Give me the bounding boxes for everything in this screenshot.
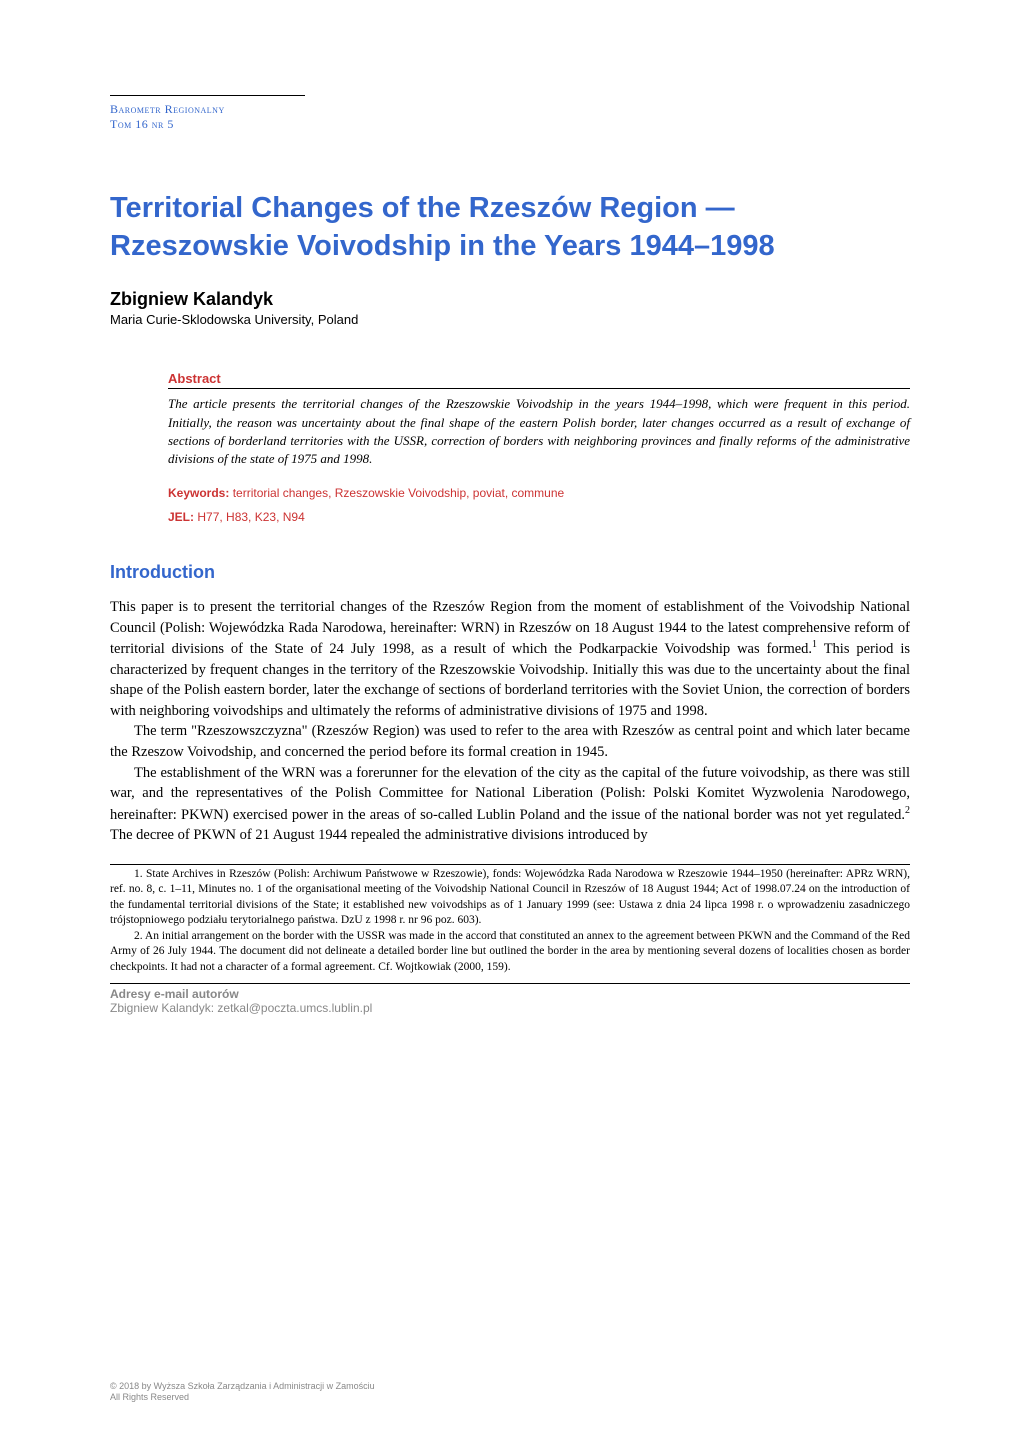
copyright: © 2018 by Wyższa Szkoła Zarządzania i Ad…	[110, 1381, 375, 1404]
jel-line: JEL: H77, H83, K23, N94	[168, 510, 910, 524]
journal-issue: Tom 16 nr 5	[110, 117, 305, 132]
article-title: Territorial Changes of the Rzeszów Regio…	[110, 190, 910, 265]
email-label: Adresy e-mail autorów	[110, 987, 910, 1001]
keywords-text: territorial changes, Rzeszowskie Voivods…	[229, 486, 564, 500]
footnote-ref-2: 2	[905, 805, 910, 816]
author-affiliation: Maria Curie-Sklodowska University, Polan…	[110, 312, 910, 327]
copyright-line1: © 2018 by Wyższa Szkoła Zarządzania i Ad…	[110, 1381, 375, 1393]
paragraph-1: This paper is to present the territorial…	[110, 597, 910, 721]
email-line: Zbigniew Kalandyk: zetkal@poczta.umcs.lu…	[110, 1001, 910, 1015]
paragraph-2: The term "Rzeszowszczyzna" (Rzeszów Regi…	[110, 721, 910, 762]
abstract-label: Abstract	[168, 371, 910, 389]
footnotes-block: 1. State Archives in Rzeszów (Polish: Ar…	[110, 864, 910, 1016]
p3b: The decree of PKWN of 21 August 1944 rep…	[110, 827, 648, 843]
p3a: The establishment of the WRN was a forer…	[110, 765, 910, 823]
keywords-label: Keywords:	[168, 486, 229, 500]
journal-header: Barometr Regionalny Tom 16 nr 5	[110, 95, 305, 132]
journal-name: Barometr Regionalny	[110, 102, 305, 117]
paragraph-3: The establishment of the WRN was a forer…	[110, 763, 910, 846]
footnote-rule	[110, 864, 250, 865]
keywords-line: Keywords: territorial changes, Rzeszowsk…	[168, 486, 910, 500]
p1a: This paper is to present the territorial…	[110, 599, 910, 657]
section-heading-introduction: Introduction	[110, 562, 910, 583]
author-name: Zbigniew Kalandyk	[110, 289, 910, 310]
footnote-1: 1. State Archives in Rzeszów (Polish: Ar…	[110, 867, 910, 929]
jel-label: JEL:	[168, 510, 194, 524]
footnote-2: 2. An initial arrangement on the border …	[110, 929, 910, 976]
body-text: This paper is to present the territorial…	[110, 597, 910, 846]
copyright-line2: All Rights Reserved	[110, 1392, 375, 1404]
abstract-block: Abstract The article presents the territ…	[110, 371, 910, 524]
email-block: Adresy e-mail autorów Zbigniew Kalandyk:…	[110, 983, 910, 1015]
jel-text: H77, H83, K23, N94	[194, 510, 305, 524]
abstract-text: The article presents the territorial cha…	[168, 395, 910, 468]
